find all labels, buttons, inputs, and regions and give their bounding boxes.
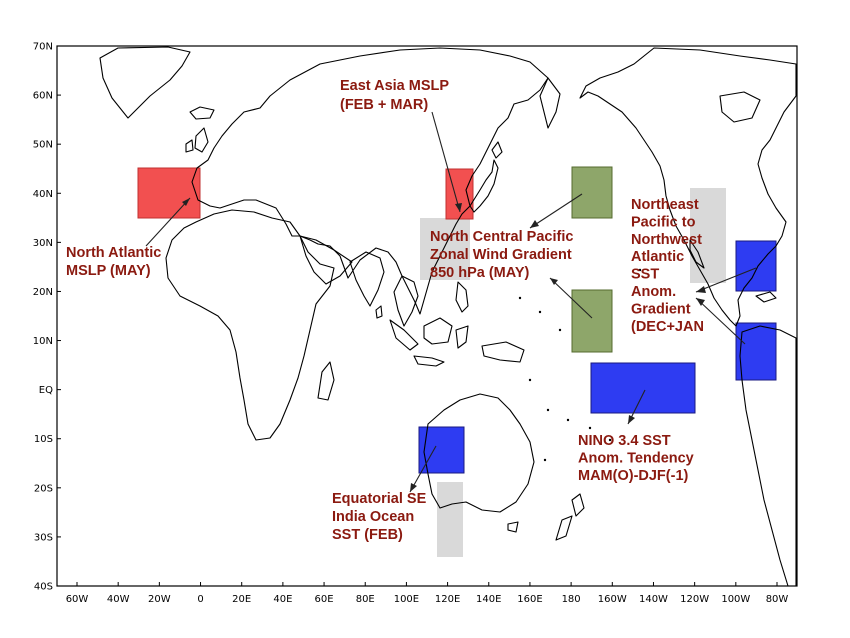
arrow-head-ncp-south: [550, 278, 558, 285]
nino34-box: [590, 362, 696, 414]
gray-shading: [420, 188, 726, 557]
label-line: (FEB + MAR): [340, 97, 428, 113]
label-nino34: NINO 3.4 SST Anom. Tendency MAM(O)-DJF(-1): [578, 433, 694, 484]
north-central-pacific-south-box: [571, 289, 613, 353]
coastlines: [99, 46, 797, 587]
label-line: Zonal Wind Gradient: [430, 247, 572, 263]
arrow-northeast-pacific-south: [695, 297, 746, 345]
label-line: Anom. Tendency: [578, 451, 694, 467]
label-line: Northeast: [631, 197, 699, 213]
northeast-pacific-south-box: [735, 322, 777, 381]
arrow-head-ncp-north: [530, 220, 539, 228]
longitude-ticks: 60W 40W 20W 0 20E 40E 60E 80E 100E 120E 140E 160E 18…: [66, 582, 789, 605]
lon-tick-label: 40W: [107, 594, 130, 605]
lon-tick-label: 140E: [476, 594, 501, 605]
arrow-head-nep-north: [696, 286, 706, 293]
latitude-ticks: 70N 60N 50N 40N 30N 20N 10N EQ 10S 20S 30S 40S: [33, 42, 61, 593]
lon-tick-label: 80W: [766, 594, 789, 605]
arrow-north-atlantic: [145, 197, 191, 247]
region-labels: North Atlantic MSLP (MAY) East Asia MSLP (…: [66, 78, 704, 543]
map-frame: [56, 45, 798, 587]
label-line: Anom.: [631, 284, 676, 300]
gray-region-northeast-pacific: [690, 188, 726, 283]
label-line: East Asia MSLP: [340, 78, 449, 94]
arrow-north-central-pacific-north: [529, 193, 583, 229]
arrow-equatorial-se-india: [409, 445, 437, 493]
lat-tick-label: 70N: [33, 42, 53, 53]
lat-tick-label: 20S: [34, 483, 53, 494]
label-line: SST: [631, 267, 659, 283]
northeast-pacific-north-box: [735, 240, 777, 292]
lat-tick-label: 10N: [33, 336, 53, 347]
arrow-northeast-pacific-north: [695, 267, 757, 293]
arrow-head-nep-south: [696, 298, 705, 306]
label-line: MAM(O)-DJF(-1): [578, 468, 689, 484]
lat-tick-label: 20N: [33, 287, 53, 298]
lat-tick-label: EQ: [39, 385, 53, 396]
lat-tick-label: 40S: [34, 582, 53, 593]
lat-tick-label: 40N: [33, 189, 53, 200]
gray-region-north-central-pacific-label: [420, 218, 470, 280]
label-line: 850 hPa (MAY): [430, 265, 530, 281]
label-line: North Central Pacific: [430, 229, 573, 245]
lon-tick-label: 140W: [639, 594, 668, 605]
lat-tick-label: 60N: [33, 91, 53, 102]
lon-tick-label: 0: [197, 594, 203, 605]
arrow-head-equatorial-se-india: [410, 483, 417, 492]
region-boxes: [137, 166, 777, 474]
label-line: Pacific to: [631, 214, 696, 230]
lon-tick-label: 160E: [517, 594, 542, 605]
gray-region-west-australia: [437, 482, 463, 557]
arrow-north-central-pacific-south: [549, 277, 593, 319]
label-line: India Ocean: [332, 509, 414, 525]
label-line: (DEC+JAN: [631, 319, 704, 335]
equatorial-se-indian-ocean-box: [418, 426, 465, 474]
north-atlantic-mslp-box: [137, 167, 201, 219]
label-line: Northwest: [631, 232, 702, 248]
lon-tick-label: 80E: [356, 594, 375, 605]
lon-tick-label: 100E: [394, 594, 419, 605]
lat-tick-label: 50N: [33, 140, 53, 151]
lon-tick-label: 180: [562, 594, 581, 605]
label-line: SST (FEB): [332, 527, 403, 543]
label-line: North Atlantic: [66, 245, 161, 261]
label-north-central-pacific: North Central Pacific Zonal Wind Gradient…: [430, 229, 573, 281]
arrow-head-east-asia: [455, 203, 462, 212]
lat-tick-label: 30S: [34, 532, 53, 543]
lon-tick-label: 120W: [680, 594, 709, 605]
label-line: Gradient: [631, 301, 691, 317]
lon-tick-label: 120E: [435, 594, 460, 605]
arrow-east-asia: [431, 111, 461, 213]
lon-tick-label: 20E: [232, 594, 251, 605]
lon-tick-label: 160W: [598, 594, 627, 605]
label-line: MSLP (MAY): [66, 263, 151, 279]
arrow-head-nino34: [628, 415, 635, 424]
pacific-islands: [518, 268, 642, 462]
label-east-asia: East Asia MSLP (FEB + MAR): [340, 78, 449, 113]
label-line: Equatorial SE: [332, 491, 427, 507]
lon-tick-label: 40E: [273, 594, 292, 605]
label-line: NINO 3.4 SST: [578, 433, 671, 449]
arrow-head-north-atlantic: [182, 198, 190, 206]
label-north-atlantic: North Atlantic MSLP (MAY): [66, 245, 161, 279]
north-central-pacific-north-box: [571, 166, 613, 219]
label-line: Atlantic: [631, 249, 684, 265]
lat-tick-label: 10S: [34, 434, 53, 445]
label-equatorial-se-india: Equatorial SE India Ocean SST (FEB): [332, 491, 427, 543]
label-northeast-pacific: Northeast Pacific to Northwest Atlantic SST A…: [631, 197, 704, 335]
lon-tick-label: 60E: [315, 594, 334, 605]
lon-tick-label: 20W: [148, 594, 171, 605]
lon-tick-label: 60W: [66, 594, 89, 605]
lon-tick-label: 100W: [721, 594, 750, 605]
lat-tick-label: 30N: [33, 238, 53, 249]
arrows: [145, 111, 757, 493]
